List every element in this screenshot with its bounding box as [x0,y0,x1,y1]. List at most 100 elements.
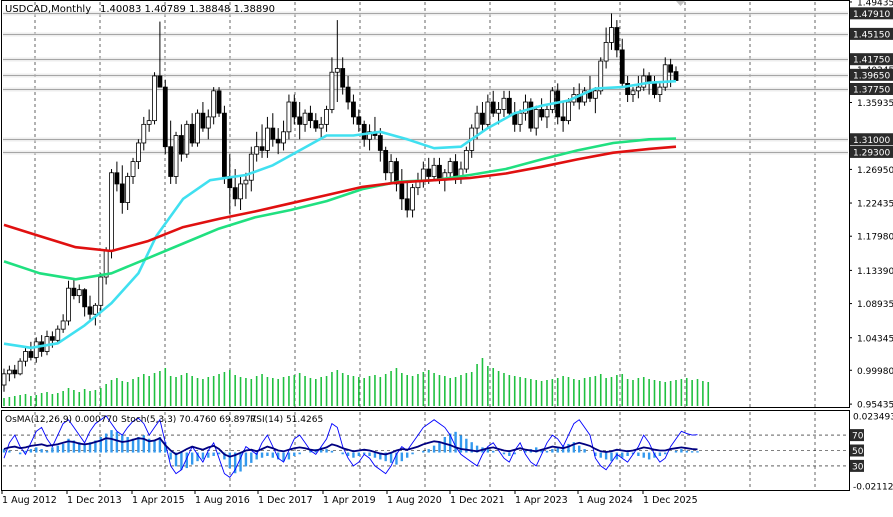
candle-bull [55,328,61,341]
price-tick-label: 1.04345 [857,334,893,344]
candle-bear [668,64,674,73]
rsi-label: RSI(14) 51.4265 [250,415,323,425]
ma-line-ema_mid [3,137,677,281]
candle-bull [248,153,254,181]
candle-bull [302,112,308,125]
candle-bull [92,304,98,315]
candle-bull [184,123,190,155]
candle-bear [189,123,195,144]
candle-bull [66,287,71,322]
price-tick-label: 1.13390 [857,267,893,277]
oscillator-lines [3,415,698,479]
candle-bull [582,90,588,103]
candle-bear [259,146,265,151]
candle-bull [523,101,528,114]
candle-bull [254,146,260,155]
candle-bear [652,82,657,95]
level-band [3,32,848,37]
candle-bear [313,120,319,129]
ma-line-ema_fast [3,79,677,350]
support-resistance-levels [3,11,848,155]
candle-bear [340,68,346,88]
candle-bull [195,112,200,144]
time-tick-label: 1 Dec 2025 [643,495,698,506]
candle-bull [501,97,507,110]
price-tick-label: 1.49435 [857,0,893,8]
candle-bear [308,112,313,122]
osc-axis-label: -0.021127 [853,483,893,493]
candle-bull [367,131,372,140]
level-label-bg [850,133,893,146]
candle-bear [560,116,566,122]
candle-bull [60,320,66,330]
candle-bear [404,198,410,211]
time-tick-label: 1 Aug 2020 [387,495,442,506]
candle-bull [17,360,23,375]
candle-bear [216,90,222,114]
time-tick-label: 1 Dec 2021 [450,495,505,506]
rsi-line [3,437,698,458]
price-tick-label: 1.17980 [857,233,893,243]
candle-bear [162,86,168,148]
candle-bear [673,71,679,81]
candle-bull [420,168,426,181]
candle-bull [211,90,217,118]
time-tick-label: 1 Apr 2019 [323,495,376,506]
candle-bull [1,373,7,386]
candle-bull [318,123,324,129]
level-label: 1.31000 [853,136,890,146]
price-tick-label: 1.26950 [857,166,893,176]
osc-level-label: 50 [852,447,864,457]
ma-line-ema_slow [3,145,677,253]
candle-bull [33,341,39,358]
time-tick-label: 1 Aug 2016 [195,495,250,506]
candle-bear [619,49,625,84]
candle-bear [275,138,281,144]
candle-bull [130,161,136,177]
candle-bull [598,60,604,92]
level-label: 1.37750 [853,85,890,95]
candle-bear [12,369,18,375]
candle-bear [168,146,174,177]
time-tick-label: 1 Aug 2012 [2,495,57,506]
candle-bear [399,183,405,200]
candle-bear [351,101,356,118]
candle-bull [98,276,104,306]
candle-bull [152,75,157,122]
candle-bull [286,101,292,133]
candle-bull [447,161,453,174]
scroll-marker-icon[interactable] [676,1,685,6]
candle-bear [490,101,496,114]
level-label-bg [850,53,893,66]
candle-bear [119,183,125,203]
level-label-bg [850,27,893,40]
candle-bull [657,86,663,95]
stoch-line [3,415,698,479]
candle-bear [377,135,383,151]
candle-bear [625,82,631,95]
price-tick-label: 0.99980 [857,367,893,377]
candle-bull [635,86,641,92]
time-tick-label: 1 Apr 2023 [515,495,568,506]
time-tick-label: 1 Dec 2013 [67,495,122,506]
osc-axis-label: 0.023493 [853,413,893,423]
candle-bear [394,161,399,185]
candle-bull [334,68,340,73]
ohlc-label: 1.40083 1.40789 1.38848 1.38890 [100,4,275,15]
candle-bull [662,64,668,88]
candle-bear [71,287,77,297]
candle-bull [388,161,394,174]
candle-bear [480,112,485,125]
candle-bull [205,116,211,129]
candle-bull [146,120,152,125]
osma-label: OsMA(12,26,9) 0.000770 [5,415,118,425]
osc-level-label-bg [850,429,864,442]
candle-bull [485,101,491,125]
candle-bear [361,123,367,140]
candle-bear [232,187,238,200]
candle-bear [528,101,534,129]
level-label: 1.45150 [853,30,890,40]
price-tick-label: 1.22435 [857,200,893,210]
